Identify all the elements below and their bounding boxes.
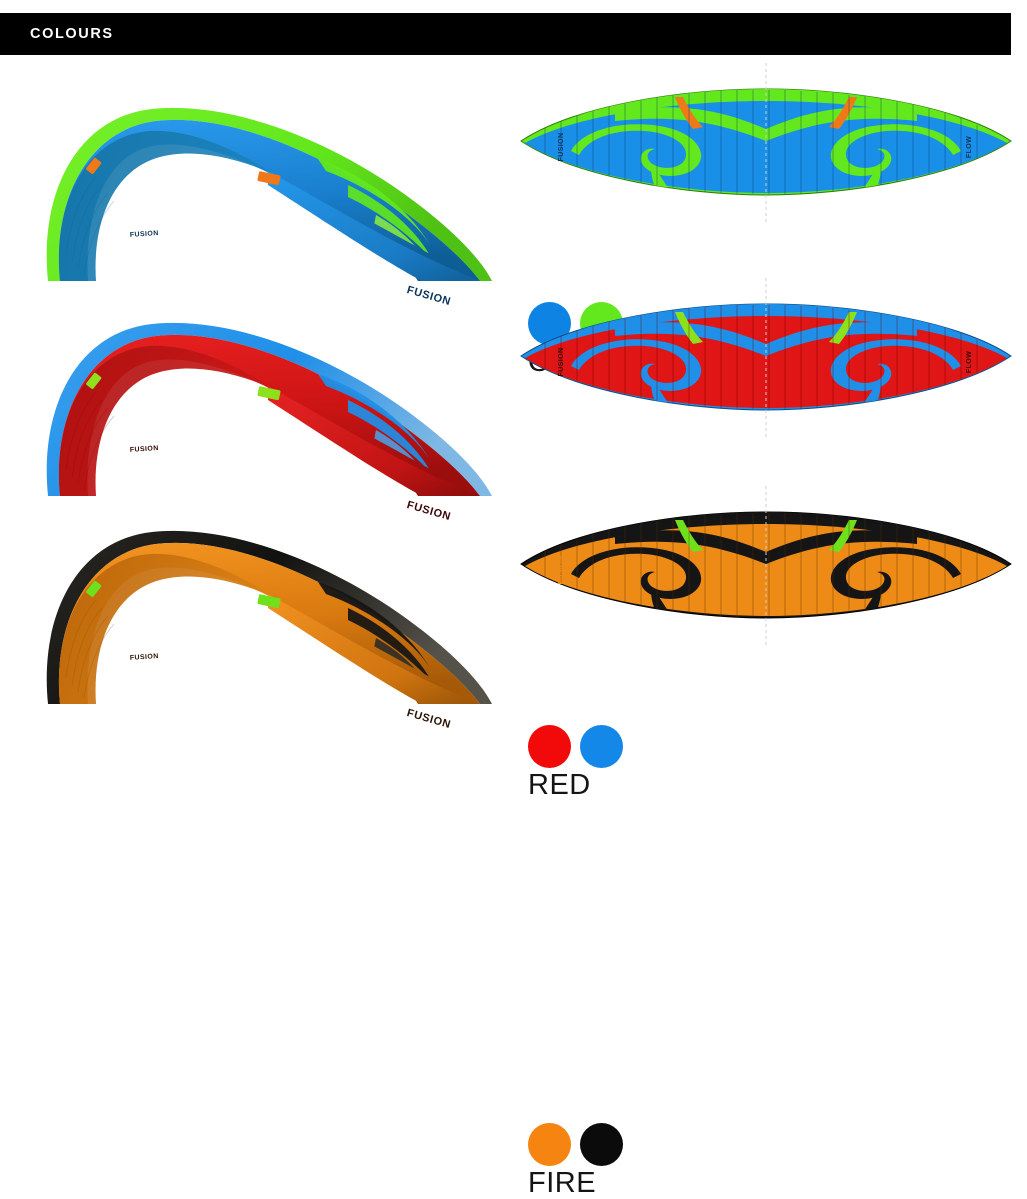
- wing-perspective-red: FUSION FUSION: [18, 270, 510, 523]
- wing-planform-fire: FUSION FLOW: [505, 478, 1027, 748]
- swatch-dots-fire: [528, 1123, 623, 1166]
- colours-sheet: FUSION FUSION: [0, 55, 1027, 1198]
- planform-brand-logo-right: FLOW: [966, 351, 973, 373]
- planform-swirl-left: [571, 339, 702, 391]
- planform-model-logo-left: FUSION: [558, 348, 565, 377]
- planform-swirl-left: [571, 547, 702, 599]
- colourway-row-red: FUSION FUSION: [0, 270, 1027, 800]
- planform-swirl-right: [830, 124, 961, 176]
- leading-edge-green-band: [46, 107, 493, 281]
- accent-tab-right: [257, 594, 281, 609]
- colourway-row-ocean: FUSION FUSION: [0, 55, 1027, 377]
- colourway-row-fire: FUSION FUSION: [0, 478, 1027, 1198]
- page-title: COLOURS: [30, 26, 114, 42]
- swatch-fire-black: [580, 1123, 623, 1166]
- wing-perspective-fire: FUSION FUSION: [18, 478, 510, 748]
- accent-tab-left: [86, 372, 102, 389]
- colourway-label-fire: FIRE: [528, 1167, 597, 1199]
- accent-tab-left: [86, 580, 102, 597]
- planform-brand-logo-right: FLOW: [966, 559, 973, 581]
- planform-swirl-right: [830, 547, 961, 599]
- canopy-left-panel: [58, 553, 273, 704]
- swatch-group-fire: FIRE: [528, 1123, 623, 1198]
- wing-planform-ocean: FUSION FLOW: [505, 55, 1027, 287]
- rib-lines-left: [65, 391, 115, 491]
- accent-tab-right: [257, 171, 281, 186]
- wing-model-logo-right: FUSION: [405, 707, 452, 731]
- planform-model-logo-left: FUSION: [558, 556, 565, 585]
- planform-swirl-left: [571, 124, 702, 176]
- wing-perspective-ocean: FUSION FUSION: [18, 55, 510, 308]
- swatch-fire-orange: [528, 1123, 571, 1166]
- planform-rib-lines: [544, 90, 978, 194]
- wing-model-logo-left: FUSION: [130, 653, 159, 662]
- planform-swirl-right: [830, 339, 961, 391]
- leading-edge-black-band: [46, 530, 493, 704]
- planform-accent-right: [829, 97, 857, 129]
- planform-accent-right: [829, 312, 857, 344]
- accent-tab-right: [257, 386, 281, 401]
- wing-model-logo-left: FUSION: [130, 445, 159, 454]
- page-header-bar: COLOURS: [0, 13, 1011, 55]
- rib-lines-left: [65, 599, 115, 699]
- canopy-left-panel: [58, 130, 273, 281]
- accent-tab-left: [86, 157, 102, 174]
- canopy-left-panel: [58, 345, 273, 496]
- wing-model-logo-left: FUSION: [130, 230, 159, 239]
- rib-lines-left: [65, 176, 115, 276]
- planform-accent-right: [829, 520, 857, 552]
- planform-model-logo-left: FUSION: [558, 133, 565, 162]
- planform-brand-logo-right: FLOW: [966, 136, 973, 158]
- wing-planform-red: FUSION FLOW: [505, 270, 1027, 502]
- leading-edge-blue-band: [46, 322, 493, 496]
- colourway-label-red: RED: [528, 769, 591, 801]
